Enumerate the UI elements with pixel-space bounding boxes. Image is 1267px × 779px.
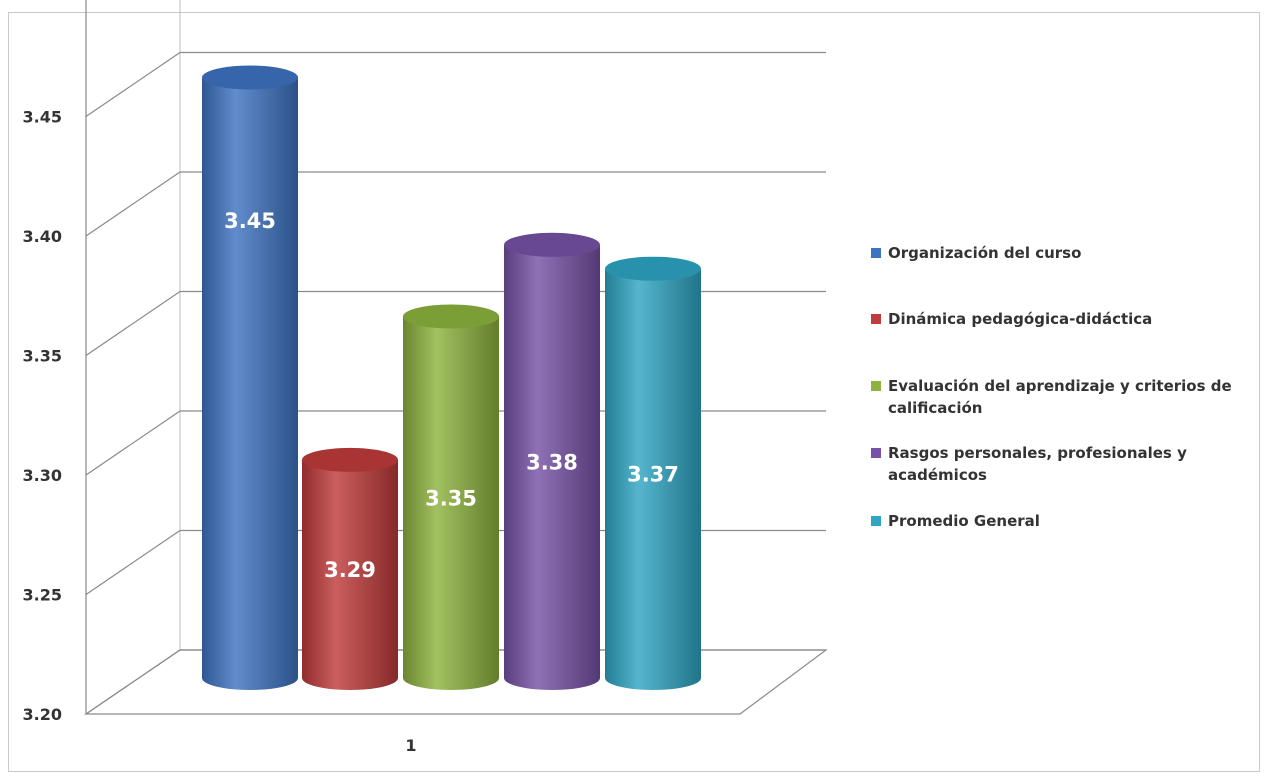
data-label: 3.29 xyxy=(324,558,376,582)
bar-3 xyxy=(403,304,499,690)
bar-2 xyxy=(302,447,398,690)
data-labels: 3.45 3.29 3.35 3.38 3.37 xyxy=(224,209,679,582)
bars xyxy=(202,65,701,691)
data-label: 3.37 xyxy=(627,462,679,486)
legend-label: calificación xyxy=(888,399,982,417)
legend-label: Rasgos personales, profesionales y xyxy=(888,444,1187,462)
y-tick-label: 3.35 xyxy=(23,347,62,366)
legend-item: Organización del curso xyxy=(871,244,1081,262)
y-axis-ticks: 3.20 3.25 3.30 3.35 3.40 3.45 xyxy=(23,108,62,725)
legend-label: académicos xyxy=(888,466,987,484)
gridline xyxy=(85,171,826,237)
legend-item: Promedio General xyxy=(871,512,1040,530)
legend-swatch xyxy=(871,381,881,391)
bar-1 xyxy=(202,65,298,690)
legend-label: Dinámica pedagógica-didáctica xyxy=(888,310,1152,328)
legend-swatch xyxy=(871,516,881,526)
legend-item: Dinámica pedagógica-didáctica xyxy=(871,310,1152,328)
bar-body xyxy=(605,268,701,690)
legend-label: Evaluación del aprendizaje y criterios d… xyxy=(888,377,1232,395)
legend: Organización del curso Dinámica pedagógic… xyxy=(871,244,1232,530)
data-label: 3.35 xyxy=(425,486,477,510)
bar-top xyxy=(504,232,600,257)
gridline xyxy=(85,51,826,117)
legend-swatch xyxy=(871,314,881,324)
legend-item: Evaluación del aprendizaje y criterios d… xyxy=(871,377,1232,417)
data-label: 3.38 xyxy=(526,450,578,474)
x-category-label: 1 xyxy=(405,736,416,755)
bar-top xyxy=(403,304,499,329)
bar-top xyxy=(202,65,298,90)
bar-body xyxy=(504,244,600,691)
y-tick-label: 3.45 xyxy=(23,108,62,127)
y-tick-label: 3.25 xyxy=(23,586,62,605)
legend-swatch xyxy=(871,248,881,258)
bar-body xyxy=(403,316,499,690)
bar-top xyxy=(605,256,701,281)
x-axis-categories: 1 xyxy=(405,736,416,755)
legend-label: Organización del curso xyxy=(888,244,1081,262)
bar-body xyxy=(202,77,298,690)
legend-swatch xyxy=(871,448,881,458)
y-tick-label: 3.40 xyxy=(23,227,62,246)
legend-item: Rasgos personales, profesionales y académ… xyxy=(871,444,1187,484)
legend-label: Promedio General xyxy=(888,512,1040,530)
y-tick-label: 3.30 xyxy=(23,466,62,485)
bar-top xyxy=(302,447,398,472)
data-label: 3.45 xyxy=(224,209,276,233)
bar-body xyxy=(302,459,398,690)
bar-5 xyxy=(605,256,701,690)
bar-4 xyxy=(504,232,600,691)
y-tick-label: 3.20 xyxy=(23,705,62,724)
